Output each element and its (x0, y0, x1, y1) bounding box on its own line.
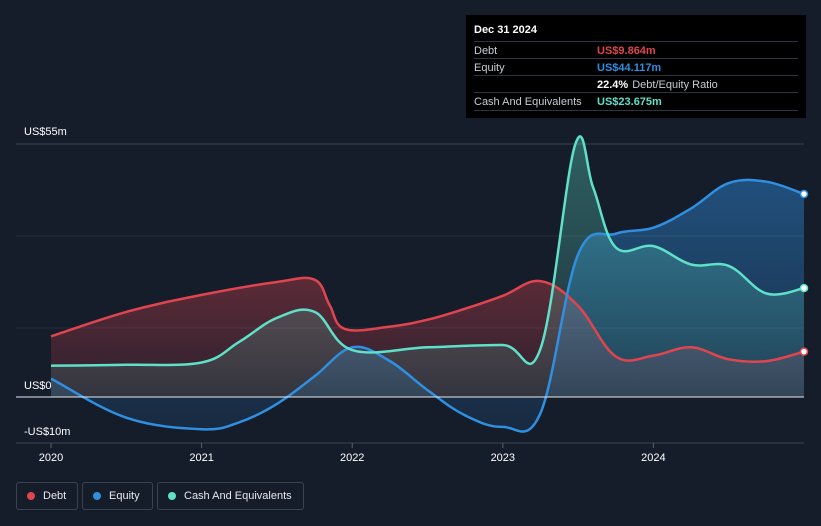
y-tick-label-0: US$55m (24, 126, 67, 138)
tooltip-label-cash: Cash And Equivalents (474, 96, 582, 108)
debt-end-point[interactable] (799, 347, 809, 356)
tooltip-label-debt: Debt (474, 45, 498, 57)
y-axis-labels: US$55m US$0 -US$10m (24, 126, 70, 438)
debt-line (50, 276, 805, 364)
x-tick-label-2020: 2020 (39, 452, 63, 464)
equity-legend-dot-icon (93, 492, 101, 500)
tooltip-value-equity: US$44.117m (597, 62, 662, 74)
cash-line (50, 135, 805, 367)
tooltip-value-cash: US$23.675m (597, 96, 662, 108)
cash-end-point[interactable] (799, 283, 809, 293)
series-lines (50, 135, 805, 433)
legend-label-cash: Cash And Equivalents (184, 490, 292, 502)
y-tick-label-2: -US$10m (24, 426, 70, 438)
tooltip-row-debt: Debt US$9.864m (474, 41, 798, 59)
legend-label-equity: Equity (109, 490, 140, 502)
equity-end-point[interactable] (799, 189, 809, 199)
cash-legend-dot-icon (168, 492, 176, 500)
tooltip-value-debt: US$9.864m (597, 45, 656, 57)
legend-item-debt[interactable]: Debt (16, 482, 78, 510)
tooltip-ratio: 22.4% Debt/Equity Ratio (597, 79, 718, 91)
equity-line (50, 178, 805, 433)
legend-item-cash[interactable]: Cash And Equivalents (157, 482, 304, 510)
cash-area (51, 136, 804, 397)
debt-legend-dot-icon (27, 492, 35, 500)
tooltip-label-equity: Equity (474, 62, 505, 74)
tooltip-row-cash: Cash And Equivalents US$23.675m (474, 92, 798, 111)
legend-label-debt: Debt (43, 490, 67, 502)
end-markers (799, 189, 809, 356)
x-axis-labels: 2020 2021 2022 2023 2024 (39, 452, 666, 464)
x-tick-label-2023: 2023 (491, 452, 515, 464)
tooltip-panel: Dec 31 2024 Debt US$9.864m Equity US$44.… (466, 15, 806, 118)
tooltip-ratio-label: Debt/Equity Ratio (632, 79, 718, 91)
y-tick-label-1: US$0 (24, 380, 52, 392)
tooltip-ratio-value: 22.4% (597, 79, 629, 91)
tooltip-row-ratio: 22.4% Debt/Equity Ratio (474, 75, 798, 93)
legend-item-equity[interactable]: Equity (82, 482, 153, 510)
x-tick-label-2022: 2022 (340, 452, 364, 464)
series-areas (51, 136, 804, 432)
x-tick-label-2024: 2024 (641, 452, 665, 464)
tooltip-date: Dec 31 2024 (474, 24, 537, 36)
tooltip-row-equity: Equity US$44.117m (474, 58, 798, 76)
x-tick-label-2021: 2021 (189, 452, 213, 464)
